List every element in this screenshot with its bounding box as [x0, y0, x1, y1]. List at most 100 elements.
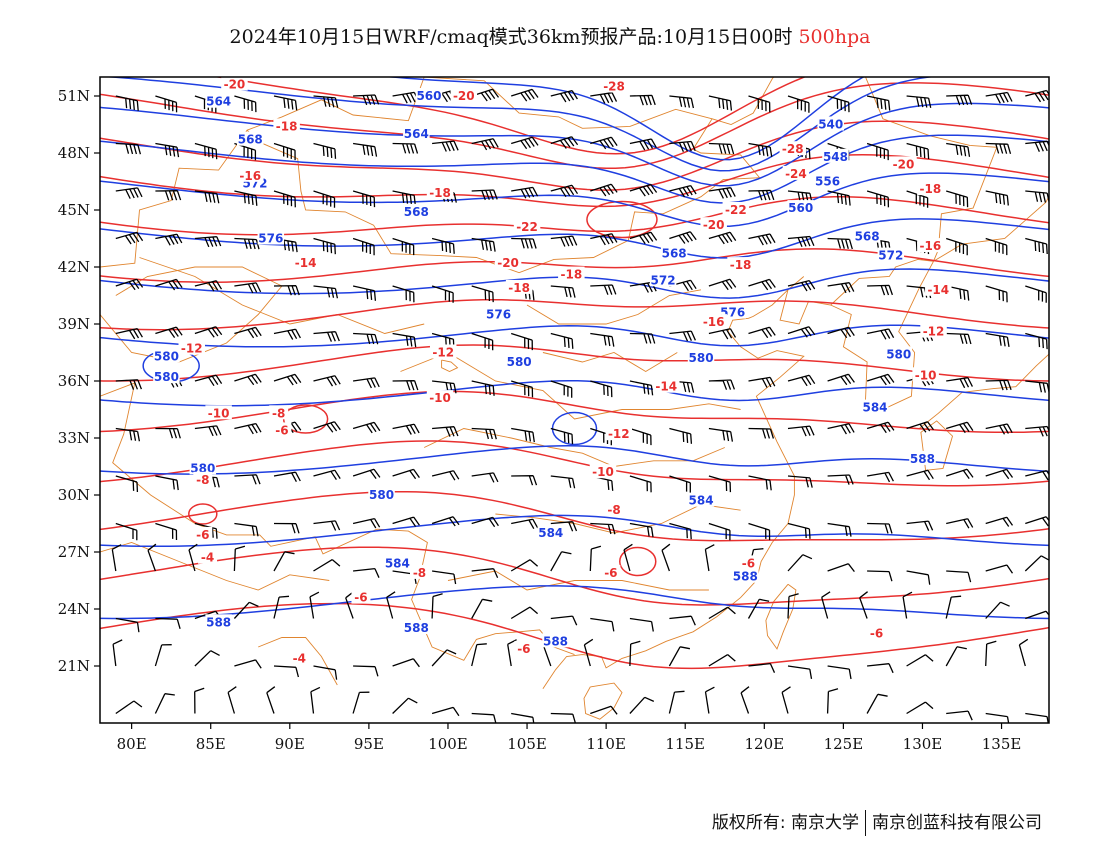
height-contour [100, 324, 1049, 348]
wind-barb [704, 544, 715, 572]
wind-barb [827, 282, 855, 294]
height-contour-label: 576 [486, 308, 511, 322]
wind-barb [115, 700, 143, 715]
wind-barb [748, 326, 776, 339]
height-contour-label: 580 [886, 347, 911, 361]
wind-barb [115, 278, 144, 291]
wind-barb [353, 94, 380, 106]
wind-barb [748, 278, 776, 291]
temperature-label-bg [494, 255, 522, 270]
temperature-contour-label: -4 [201, 551, 214, 565]
wind-barb [708, 379, 736, 390]
axis-layer: 80E 85E 90E 95E 100E 105E 110E 115E 120E 125E 130E… [58, 87, 1022, 753]
wind-barb [194, 650, 220, 667]
wind-barb [859, 591, 868, 619]
height-label-bg [384, 555, 411, 570]
height-label-bg [660, 245, 688, 260]
temperature-contour-label: -12 [432, 346, 454, 360]
coastline-border-line [919, 353, 1049, 429]
wind-barb [985, 379, 1012, 391]
coastline-border-line [865, 77, 998, 262]
coastline-border-line [542, 352, 678, 373]
height-contour-label: 588 [733, 570, 758, 584]
wind-barb [392, 91, 420, 104]
wind-barb [431, 332, 455, 350]
footer-copyright: 版权所有: 南京大学 [711, 813, 859, 833]
wind-barb [432, 570, 457, 585]
wind-barb [266, 686, 276, 714]
wind-barb [629, 332, 656, 344]
coastline-border-line [246, 77, 713, 131]
lat-tick-label: 21N [58, 657, 90, 675]
temperature-label-bg [920, 323, 947, 338]
wind-barb [866, 328, 895, 340]
wind-barb [233, 601, 259, 619]
temperature-contour-label: -10 [208, 406, 230, 420]
temperature-closed-contour [188, 503, 218, 525]
wind-barb [866, 693, 888, 714]
wind-barb [946, 570, 972, 583]
wind-barb [194, 190, 220, 204]
height-contour-label: 584 [862, 401, 887, 415]
temperature-contour-label: -22 [725, 203, 747, 217]
lat-tick-label: 33N [58, 429, 90, 447]
height-label-bg [237, 131, 264, 146]
wind-barb [590, 92, 618, 104]
height-label-bg [537, 525, 565, 539]
lat-tick-label: 45N [58, 201, 90, 219]
wind-barb [787, 665, 813, 680]
wind-barb [194, 374, 223, 387]
temperature-contour-label: -16 [239, 169, 261, 183]
wind-barb [748, 233, 776, 246]
coastline-border-line [765, 583, 797, 650]
wind-barb [550, 332, 574, 349]
wind-barb [471, 598, 493, 619]
wind-barb [471, 568, 499, 579]
wind-barb [946, 237, 968, 256]
wind-barb [511, 380, 534, 398]
height-contour-label: 568 [855, 230, 880, 244]
height-label-bg [909, 450, 936, 465]
height-contour-label: 548 [823, 150, 848, 164]
wind-barb [273, 522, 300, 534]
height-contour-label: 564 [206, 95, 231, 109]
temperature-label-bg [351, 589, 371, 604]
wind-barb [1025, 516, 1049, 527]
height-label-bg [817, 116, 844, 131]
wind-barb [471, 472, 499, 483]
height-contour-label: 576 [258, 232, 283, 246]
temperature-label-bg [273, 118, 300, 133]
temperature-contour-label: -6 [517, 642, 530, 656]
height-contour-label: 580 [154, 349, 179, 363]
height-label-bg [205, 614, 232, 629]
wind-barb [550, 235, 578, 247]
coastline-border-line [139, 257, 425, 334]
lat-tick-label: 39N [58, 315, 90, 333]
wind-barb [511, 427, 535, 443]
height-label-bg [403, 126, 430, 140]
height-label-bg [787, 200, 814, 215]
wind-barb [748, 662, 776, 673]
wind-barb [590, 332, 615, 347]
wind-barb [550, 136, 579, 149]
wind-barb [234, 422, 262, 435]
height-contour-label: 584 [538, 526, 563, 540]
temperature-contour-label: -28 [603, 80, 625, 94]
wind-barb [273, 285, 300, 296]
wind-barb [669, 522, 692, 540]
wind-barb [431, 706, 460, 717]
wind-barb [392, 468, 420, 480]
wind-barb [623, 543, 633, 572]
temperature-label-bg [779, 141, 807, 156]
temperature-contour-label: -14 [927, 283, 949, 297]
height-label-bg [649, 272, 677, 287]
wind-barb [1025, 237, 1048, 255]
wind-barb [704, 686, 715, 714]
wind-barb [353, 665, 379, 677]
wind-barb [115, 475, 139, 493]
wind-barb [511, 237, 537, 249]
wind-barb [115, 95, 139, 111]
wind-barb [985, 601, 1010, 619]
wind-barb [510, 606, 539, 620]
wind-barb [471, 189, 498, 201]
